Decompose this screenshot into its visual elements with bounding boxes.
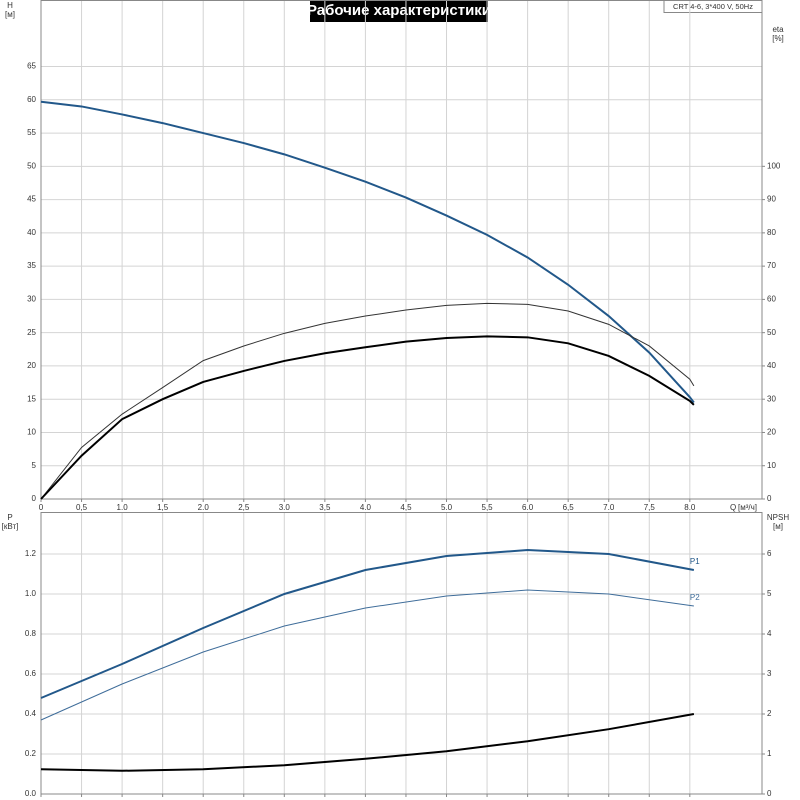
y-axis-label: H	[7, 1, 13, 10]
y-tick-label: 45	[27, 195, 36, 204]
curve	[40, 589, 694, 721]
curve	[40, 713, 695, 772]
x-tick-label: 0,5	[76, 503, 88, 512]
y-tick-label: 10	[27, 428, 36, 437]
y2-tick-label: 80	[767, 228, 776, 237]
title-box	[310, 0, 488, 22]
y2-tick-label: 4	[767, 629, 772, 638]
x-tick-label: 4,5	[400, 503, 412, 512]
curve-label: P2	[690, 593, 700, 602]
y-tick-label: 0.6	[25, 669, 37, 678]
y-tick-label: 40	[27, 228, 36, 237]
y2-axis-label: eta	[772, 25, 784, 34]
y2-tick-label: 0	[767, 789, 772, 798]
plot-frame	[40, 0, 763, 500]
x-tick-label: 7.0	[603, 503, 615, 512]
y2-tick-label: 10	[767, 461, 776, 470]
y-tick-label: 5	[32, 461, 37, 470]
chart-title: Рабочие характеристики	[307, 2, 491, 19]
y2-tick-label: 2	[767, 709, 772, 718]
y2-axis-unit: [м]	[773, 522, 783, 531]
curve	[40, 548, 695, 699]
y-tick-label: 0	[32, 494, 37, 503]
x-axis-label: Q	[730, 503, 736, 512]
y2-tick-label: 6	[767, 549, 772, 558]
x-tick-label: 8.0	[684, 503, 696, 512]
y-axis-unit: [кВт]	[2, 522, 19, 531]
y-tick-label: 0.8	[25, 629, 37, 638]
y-tick-label: 55	[27, 128, 36, 137]
x-tick-label: 6.0	[522, 503, 534, 512]
y-tick-label: 60	[27, 95, 36, 104]
y2-tick-label: 100	[767, 161, 781, 170]
y2-tick-label: 70	[767, 261, 776, 270]
y2-tick-label: 90	[767, 195, 776, 204]
y-tick-label: 1.2	[25, 549, 37, 558]
y2-tick-label: 0	[767, 494, 772, 503]
y-tick-label: 15	[27, 394, 36, 403]
x-tick-label: 2.0	[198, 503, 210, 512]
x-tick-label: 5,5	[482, 503, 494, 512]
plot-frame	[40, 512, 763, 795]
y-tick-label: 0.4	[25, 709, 37, 718]
x-tick-label: 4.0	[360, 503, 372, 512]
y2-tick-label: 40	[767, 361, 776, 370]
y2-tick-label: 3	[767, 669, 772, 678]
x-axis-unit: [м³/ч]	[738, 503, 757, 512]
x-tick-label: 3.0	[279, 503, 291, 512]
y2-tick-label: 50	[767, 328, 776, 337]
x-tick-label: 7,5	[644, 503, 656, 512]
curve	[40, 100, 695, 404]
y-axis-unit: [м]	[5, 10, 15, 19]
y2-tick-label: 20	[767, 428, 776, 437]
y-tick-label: 0.0	[25, 789, 37, 798]
x-tick-label: 1.0	[117, 503, 129, 512]
y2-axis-label: NPSH	[767, 513, 789, 522]
y-tick-label: 30	[27, 295, 36, 304]
y-axis-label: P	[7, 513, 12, 522]
y-tick-label: 50	[27, 161, 36, 170]
curve-label: P1	[690, 557, 700, 566]
curve	[40, 335, 695, 500]
y2-axis-unit: [%]	[772, 34, 784, 43]
y2-tick-label: 30	[767, 394, 776, 403]
curve	[40, 302, 695, 500]
x-tick-label: 0	[39, 503, 44, 512]
y-tick-label: 35	[27, 261, 36, 270]
x-tick-label: 3,5	[319, 503, 331, 512]
x-tick-label: 6,5	[563, 503, 575, 512]
y2-tick-label: 5	[767, 589, 772, 598]
x-tick-label: 2,5	[238, 503, 250, 512]
x-tick-label: 5.0	[441, 503, 453, 512]
y-tick-label: 0.2	[25, 749, 37, 758]
y-tick-label: 25	[27, 328, 36, 337]
y2-tick-label: 1	[767, 749, 772, 758]
y2-tick-label: 60	[767, 295, 776, 304]
y-tick-label: 65	[27, 62, 36, 71]
x-tick-label: 1,5	[157, 503, 169, 512]
y-tick-label: 1.0	[25, 589, 37, 598]
y-tick-label: 20	[27, 361, 36, 370]
model-label: CRT 4-6, 3*400 V, 50Hz	[673, 2, 753, 11]
